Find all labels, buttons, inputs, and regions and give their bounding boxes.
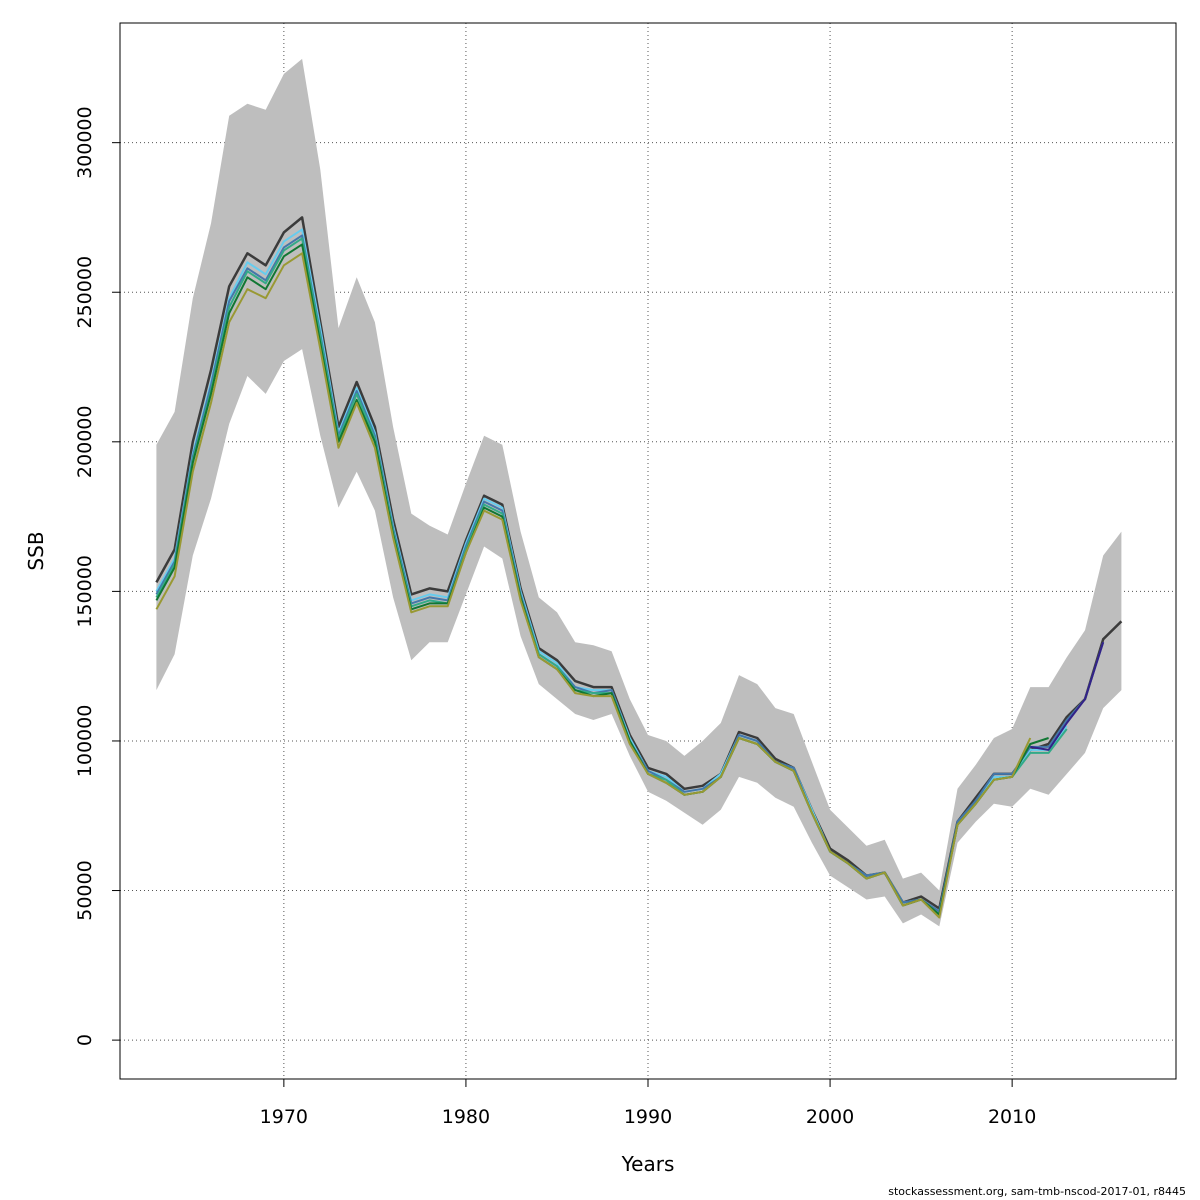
x-tick-label: 1980 [442, 1106, 490, 1128]
x-tick-label: 2010 [988, 1106, 1036, 1128]
x-axis-title: Years [621, 1152, 675, 1176]
x-tick-label: 1990 [624, 1106, 672, 1128]
x-tick-label: 1970 [260, 1106, 308, 1128]
footer-credit: stockassessment.org, sam-tmb-nscod-2017-… [888, 1185, 1186, 1198]
series-layer [155, 216, 1123, 919]
series-line-7 [155, 252, 1032, 919]
y-tick-label: 200000 [74, 406, 96, 479]
y-axis: 0 50000 100000 150000 200000 250000 300000 [74, 106, 120, 1046]
x-tick-label: 2000 [806, 1106, 854, 1128]
x-axis: 1970 1980 1990 2000 2010 [260, 1079, 1036, 1128]
y-tick-label: 300000 [74, 106, 96, 179]
y-tick-label: 150000 [74, 555, 96, 628]
y-tick-label: 50000 [74, 860, 96, 920]
y-tick-label: 100000 [74, 705, 96, 778]
y-tick-label: 0 [74, 1034, 96, 1046]
y-tick-label: 250000 [74, 256, 96, 329]
series-line-4 [1030, 641, 1105, 751]
y-axis-title: SSB [24, 531, 48, 570]
